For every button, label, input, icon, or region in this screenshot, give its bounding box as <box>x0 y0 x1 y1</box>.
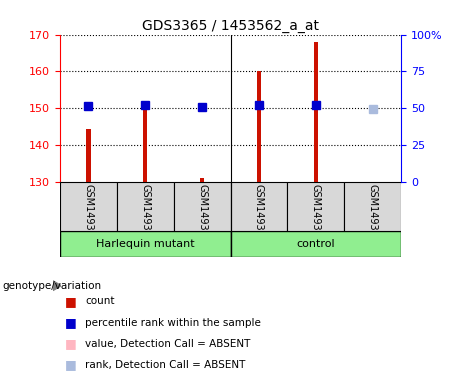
Text: GDS3365 / 1453562_a_at: GDS3365 / 1453562_a_at <box>142 19 319 33</box>
Bar <box>313 42 318 182</box>
Text: GSM149362: GSM149362 <box>197 184 207 243</box>
Bar <box>230 231 401 257</box>
Text: count: count <box>85 296 115 306</box>
Bar <box>86 129 91 182</box>
Text: value, Detection Call = ABSENT: value, Detection Call = ABSENT <box>85 339 251 349</box>
Bar <box>143 103 148 182</box>
Bar <box>117 182 174 231</box>
Bar <box>344 182 401 231</box>
Bar <box>60 231 230 257</box>
Text: GSM149361: GSM149361 <box>140 184 150 243</box>
Text: rank, Detection Call = ABSENT: rank, Detection Call = ABSENT <box>85 360 246 370</box>
Text: ■: ■ <box>65 316 76 329</box>
Text: ■: ■ <box>65 337 76 350</box>
Text: GSM149363: GSM149363 <box>254 184 264 243</box>
Text: control: control <box>296 239 335 249</box>
Bar <box>174 182 230 231</box>
Bar <box>287 182 344 231</box>
Text: GSM149364: GSM149364 <box>311 184 321 243</box>
Bar <box>230 182 287 231</box>
Polygon shape <box>53 281 61 291</box>
Bar <box>60 182 117 231</box>
Text: GSM149365: GSM149365 <box>367 184 378 243</box>
Text: genotype/variation: genotype/variation <box>2 281 101 291</box>
Text: Harlequin mutant: Harlequin mutant <box>96 239 195 249</box>
Text: GSM149360: GSM149360 <box>83 184 94 243</box>
Text: percentile rank within the sample: percentile rank within the sample <box>85 318 261 328</box>
Text: ■: ■ <box>65 358 76 371</box>
Text: ■: ■ <box>65 295 76 308</box>
Bar <box>200 178 204 182</box>
Bar <box>257 71 261 182</box>
